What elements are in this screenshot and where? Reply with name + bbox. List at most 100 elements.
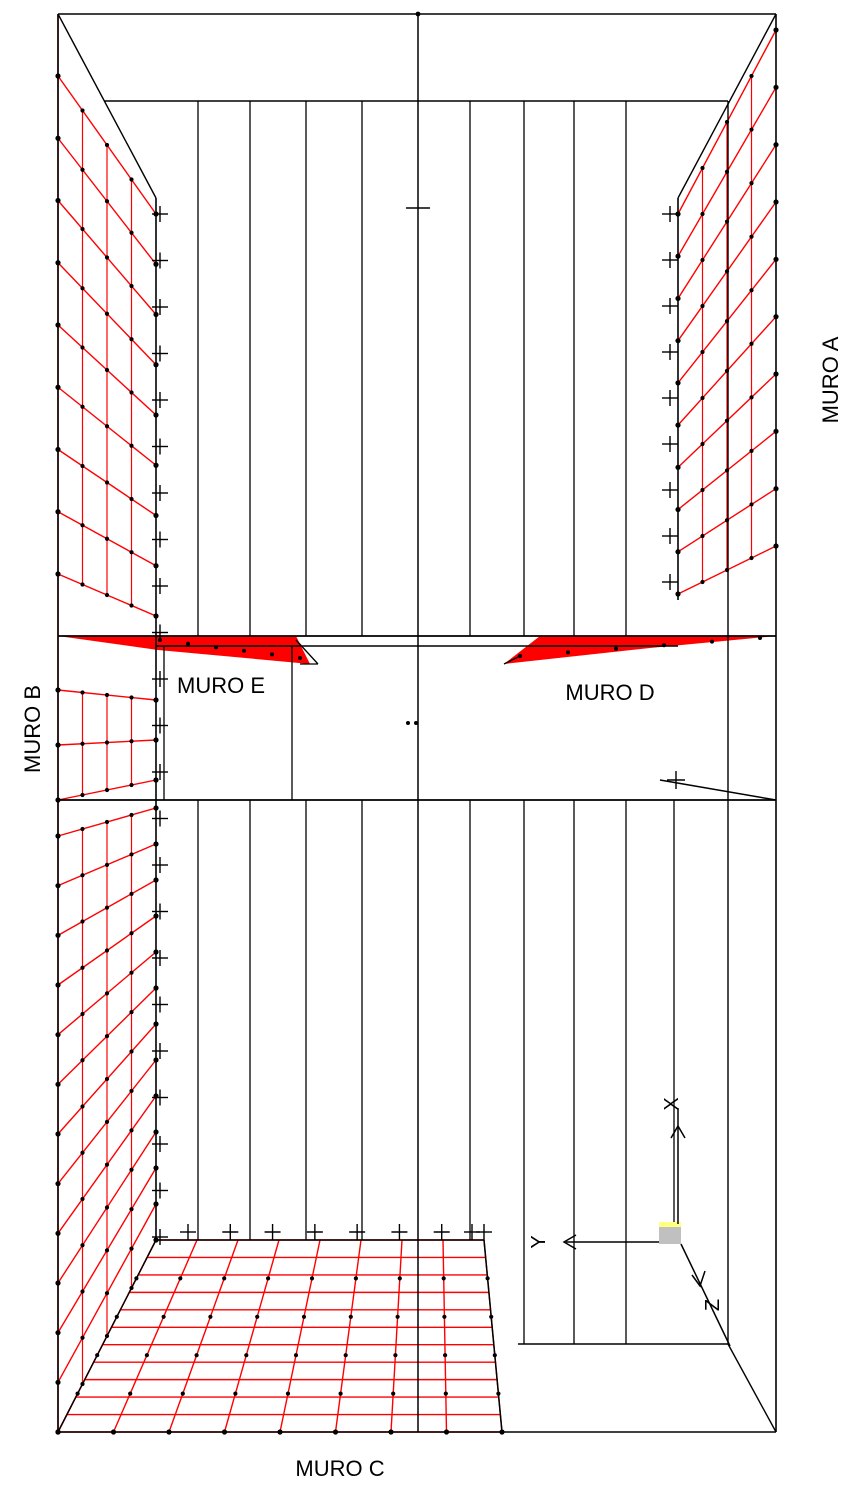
node bbox=[700, 257, 705, 263]
node bbox=[104, 311, 110, 316]
node bbox=[104, 1076, 110, 1082]
node bbox=[153, 362, 159, 368]
node bbox=[55, 982, 61, 988]
node bbox=[749, 73, 754, 79]
label-muro-e: MURO E bbox=[177, 673, 265, 698]
node bbox=[129, 1207, 134, 1212]
node bbox=[129, 812, 134, 818]
node bbox=[153, 261, 159, 267]
node bbox=[700, 487, 705, 493]
node bbox=[414, 721, 418, 725]
node bbox=[129, 550, 134, 555]
node bbox=[80, 826, 85, 832]
node bbox=[129, 1049, 134, 1054]
node bbox=[153, 1021, 159, 1027]
node bbox=[675, 380, 681, 386]
node bbox=[55, 73, 61, 79]
node bbox=[104, 1291, 110, 1296]
node bbox=[700, 165, 705, 171]
node bbox=[301, 1314, 307, 1319]
node bbox=[393, 1353, 398, 1358]
node bbox=[161, 1314, 166, 1319]
label-muro-b: MURO B bbox=[20, 685, 45, 773]
node bbox=[724, 269, 730, 274]
node bbox=[104, 367, 110, 373]
node bbox=[724, 219, 730, 224]
frame-line bbox=[503, 655, 521, 665]
frame-line bbox=[295, 639, 319, 665]
node bbox=[104, 142, 110, 148]
node bbox=[153, 311, 159, 318]
node bbox=[55, 1181, 61, 1187]
z-axis-line bbox=[680, 1243, 731, 1347]
node bbox=[55, 1230, 61, 1236]
node bbox=[153, 462, 159, 468]
node bbox=[675, 338, 681, 344]
node bbox=[773, 199, 779, 205]
node bbox=[80, 523, 85, 528]
node bbox=[442, 1314, 447, 1319]
node bbox=[129, 695, 134, 700]
node bbox=[134, 1276, 139, 1281]
x-axis-label: X bbox=[661, 1097, 683, 1110]
node bbox=[489, 1314, 494, 1319]
node bbox=[153, 985, 159, 991]
node bbox=[104, 480, 110, 485]
node bbox=[129, 739, 134, 744]
node bbox=[80, 1335, 85, 1340]
node bbox=[166, 1429, 172, 1435]
node bbox=[129, 1167, 134, 1172]
node bbox=[104, 819, 110, 825]
node bbox=[55, 1379, 61, 1385]
node bbox=[395, 1314, 400, 1319]
node bbox=[129, 603, 134, 608]
node bbox=[129, 931, 134, 936]
node bbox=[104, 862, 110, 867]
node bbox=[749, 448, 754, 453]
node bbox=[80, 1381, 85, 1387]
node bbox=[55, 742, 61, 748]
node bbox=[194, 1353, 199, 1358]
node bbox=[80, 1196, 85, 1202]
node bbox=[441, 1276, 446, 1281]
node bbox=[675, 591, 681, 597]
node bbox=[129, 443, 134, 448]
node bbox=[255, 1314, 260, 1319]
node bbox=[749, 288, 754, 293]
node bbox=[270, 652, 274, 657]
node bbox=[700, 211, 705, 217]
node bbox=[129, 177, 134, 182]
node bbox=[129, 337, 134, 342]
node bbox=[266, 1276, 271, 1281]
node bbox=[298, 656, 302, 660]
node bbox=[153, 1165, 159, 1171]
frame-line bbox=[483, 1239, 503, 1433]
node bbox=[129, 390, 134, 395]
node bbox=[104, 424, 110, 429]
origin-marker bbox=[659, 1224, 681, 1244]
node bbox=[104, 787, 110, 793]
node bbox=[186, 641, 190, 646]
node bbox=[773, 84, 779, 90]
node bbox=[242, 648, 246, 653]
node bbox=[153, 805, 159, 811]
z-axis-label: Z bbox=[702, 1299, 724, 1311]
mesh-line bbox=[442, 1239, 448, 1433]
node bbox=[180, 1391, 185, 1396]
node bbox=[700, 395, 705, 401]
node bbox=[710, 639, 714, 644]
node bbox=[55, 384, 61, 390]
node bbox=[749, 181, 754, 186]
node bbox=[80, 873, 85, 878]
node bbox=[153, 563, 159, 569]
node bbox=[443, 1391, 448, 1396]
node bbox=[104, 740, 110, 745]
node bbox=[80, 1150, 85, 1155]
node bbox=[55, 1081, 61, 1087]
node bbox=[158, 638, 162, 642]
node bbox=[104, 255, 110, 260]
node bbox=[80, 1289, 85, 1294]
node bbox=[129, 1285, 134, 1291]
node bbox=[153, 1129, 159, 1135]
node bbox=[293, 1353, 299, 1358]
